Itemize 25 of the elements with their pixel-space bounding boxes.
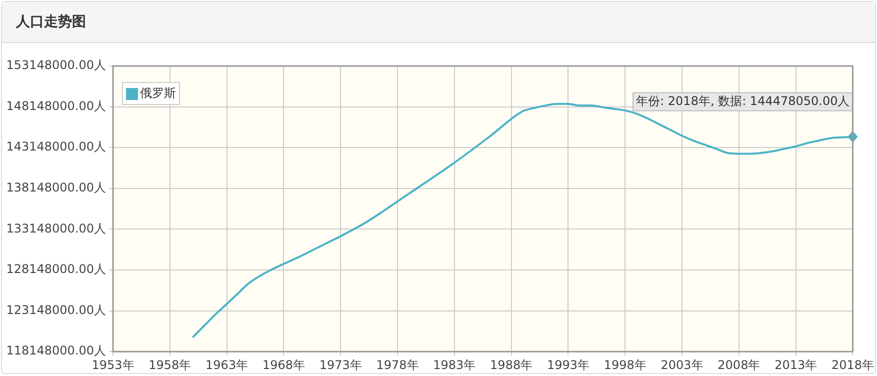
x-tick-label: 1953年 [92, 358, 134, 372]
y-tick-label: 123148000.00人 [6, 302, 106, 317]
annotation: 年份: 2018年, 数据: 144478050.00人 [636, 94, 850, 108]
x-tick-label: 2003年 [660, 358, 704, 372]
x-tick-label: 2018年 [831, 358, 874, 372]
x-tick-label: 1988年 [490, 358, 533, 372]
x-tick-label: 1968年 [262, 358, 305, 372]
y-tick-label: 138148000.00人 [6, 180, 106, 195]
x-tick-label: 1983年 [433, 358, 476, 372]
x-tick-label: 1998年 [604, 358, 646, 372]
x-tick-label: 1993年 [546, 358, 590, 372]
x-tick-label: 1963年 [206, 358, 248, 372]
x-tick-label: 1978年 [376, 358, 419, 372]
chart-title: 人口走势图 [2, 2, 875, 43]
x-tick-label: 1973年 [319, 358, 362, 372]
y-tick-label: 118148000.00人 [6, 344, 106, 358]
y-tick-label: 143148000.00人 [6, 140, 106, 154]
y-tick-label: 128148000.00人 [6, 262, 106, 276]
y-tick-label: 133148000.00人 [6, 221, 106, 236]
x-tick-label: 2008年 [718, 358, 760, 372]
x-tick-label: 2013年 [774, 358, 818, 372]
legend-label: 俄罗斯 [140, 85, 176, 102]
x-tick-label: 1958年 [148, 358, 192, 372]
y-tick-label: 148148000.00人 [6, 98, 106, 113]
y-tick-label: 153148000.00人 [6, 58, 106, 72]
